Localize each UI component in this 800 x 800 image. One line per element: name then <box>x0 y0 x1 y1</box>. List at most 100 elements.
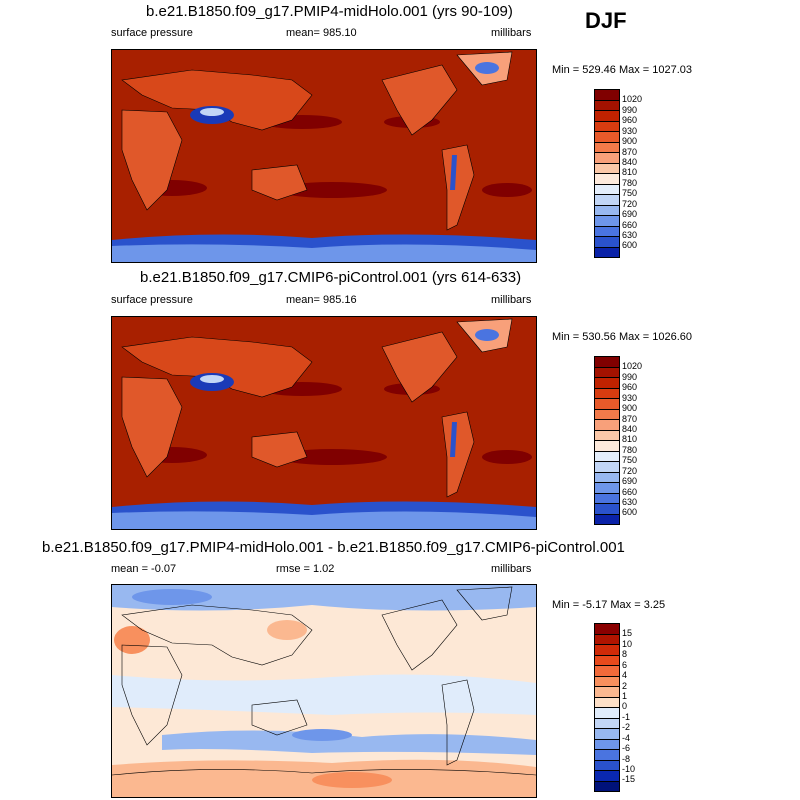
panel2-title: b.e21.B1850.f09_g17.CMIP6-piControl.001 … <box>140 269 522 286</box>
africa-landmass <box>121 376 183 478</box>
panel3-map <box>111 584 537 798</box>
colorbar-swatch <box>595 739 619 750</box>
colorbar-tick: 690 <box>622 476 638 486</box>
colorbar-swatch <box>595 195 619 206</box>
colorbar-swatch <box>595 205 619 216</box>
colorbar-tick: 870 <box>622 414 638 424</box>
colorbar-tick: 960 <box>622 382 638 392</box>
panel3-mean-label: mean = -0.07 <box>111 563 177 575</box>
colorbar-swatch <box>595 750 619 761</box>
colorbar-swatch <box>595 111 619 122</box>
colorbar-swatch <box>595 153 619 164</box>
colorbar-swatch <box>595 90 619 101</box>
colorbar-swatch <box>595 216 619 227</box>
colorbar-tick: 810 <box>622 167 638 177</box>
panel1-map <box>111 49 537 263</box>
south-america-landmass <box>441 144 475 231</box>
africa-landmass <box>121 109 183 211</box>
north-america-landmass <box>381 64 458 136</box>
colorbar-tick: -6 <box>622 743 631 753</box>
colorbar-swatch <box>595 462 619 473</box>
panel1-map-plot <box>112 50 536 262</box>
colorbar-tick: -2 <box>622 722 631 732</box>
panel1-mean-label: mean= 985.10 <box>286 27 357 39</box>
colorbar-tick: 900 <box>622 136 638 146</box>
colorbar-tick: -8 <box>622 754 631 764</box>
tropical-negative-anomaly <box>112 674 536 715</box>
colorbar-swatch <box>595 760 619 771</box>
panel2-mean-label: mean= 985.16 <box>286 294 357 306</box>
colorbar-tick: 720 <box>622 466 638 476</box>
season-label: DJF <box>585 8 627 33</box>
colorbar-tick: -4 <box>622 733 631 743</box>
greenland-coastline <box>456 586 513 621</box>
colorbar-swatch <box>595 142 619 153</box>
colorbar-swatch <box>595 100 619 111</box>
colorbar-tick: 660 <box>622 220 638 230</box>
colorbar-swatch <box>595 184 619 195</box>
panel2-map-plot <box>112 317 536 529</box>
panel2-map <box>111 316 537 530</box>
colorbar-tick: 4 <box>622 670 628 680</box>
panel1-title: b.e21.B1850.f09_g17.PMIP4-midHolo.001 (y… <box>146 3 513 20</box>
colorbar-tick: 1020 <box>622 361 643 371</box>
colorbar-swatch <box>595 226 619 237</box>
panel3-map-plot <box>112 585 536 797</box>
colorbar-tick: -15 <box>622 774 636 784</box>
panel2-variable-label: surface pressure <box>111 294 193 306</box>
colorbar-tick: 990 <box>622 105 638 115</box>
colorbar-tick: 2 <box>622 681 628 691</box>
colorbar-tick: 630 <box>622 230 638 240</box>
colorbar-tick: 1020 <box>622 94 643 104</box>
colorbar-tick: 810 <box>622 434 638 444</box>
colorbar-swatch <box>595 409 619 420</box>
colorbar-tick: -1 <box>622 712 631 722</box>
colorbar-swatch <box>595 771 619 782</box>
colorbar-tick: 6 <box>622 660 628 670</box>
colorbar-swatch <box>595 666 619 677</box>
arctic-negative-anomaly <box>112 585 536 611</box>
colorbar-swatch <box>595 357 619 368</box>
colorbar-swatch <box>595 634 619 645</box>
colorbar-tick: 900 <box>622 403 638 413</box>
colorbar-swatch <box>595 430 619 441</box>
colorbar-swatch <box>595 163 619 174</box>
eurasia-coastline <box>121 604 313 666</box>
colorbar-swatch <box>595 451 619 462</box>
panel2-minmax-label: Min = 530.56 Max = 1026.60 <box>552 331 693 343</box>
colorbar-tick: 840 <box>622 157 638 167</box>
colorbar-swatch <box>595 388 619 399</box>
africa-coastline <box>121 644 183 746</box>
panel2-colorbar <box>594 356 620 525</box>
colorbar-swatch <box>595 367 619 378</box>
colorbar-swatch <box>595 132 619 143</box>
colorbar-swatch <box>595 472 619 483</box>
colorbar-tick: 1 <box>622 691 628 701</box>
colorbar-swatch <box>595 718 619 729</box>
australia-coastline <box>251 699 308 736</box>
colorbar-tick: 690 <box>622 209 638 219</box>
eurasia-landmass <box>121 69 313 131</box>
colorbar-swatch <box>595 729 619 740</box>
colorbar-swatch <box>595 399 619 410</box>
colorbar-tick: -10 <box>622 764 636 774</box>
panel3-minmax-label: Min = -5.17 Max = 3.25 <box>552 599 666 611</box>
australia-landmass <box>251 431 308 468</box>
panel3-rmse-label: rmse = 1.02 <box>276 563 335 575</box>
colorbar-swatch <box>595 247 619 257</box>
colorbar-tick: 750 <box>622 455 638 465</box>
panel1-variable-label: surface pressure <box>111 27 193 39</box>
colorbar-swatch <box>595 483 619 494</box>
colorbar-swatch <box>595 504 619 515</box>
colorbar-tick: 0 <box>622 701 628 711</box>
colorbar-swatch <box>595 237 619 248</box>
colorbar-swatch <box>595 514 619 524</box>
colorbar-tick: 10 <box>622 639 633 649</box>
colorbar-swatch <box>595 624 619 635</box>
antarctica-coastline <box>112 769 536 776</box>
colorbar-tick: 720 <box>622 199 638 209</box>
australia-landmass <box>251 164 308 201</box>
panel3-units-label: millibars <box>491 563 532 575</box>
colorbar-swatch <box>595 655 619 666</box>
colorbar-swatch <box>595 493 619 504</box>
